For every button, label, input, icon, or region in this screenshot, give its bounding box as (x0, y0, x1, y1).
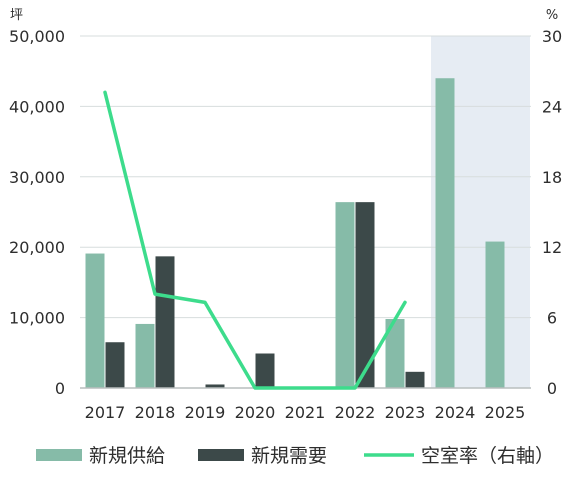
x-tick-label: 2024 (435, 403, 476, 422)
x-tick-label: 2019 (185, 403, 226, 422)
y-left-tick-label: 30,000 (9, 168, 65, 187)
x-tick-label: 2021 (285, 403, 326, 422)
legend-label: 新規需要 (251, 445, 327, 467)
bar-supply (385, 319, 405, 388)
bar-supply (135, 323, 155, 388)
y-right-tick-label: 12 (542, 238, 562, 257)
x-tick-label: 2020 (235, 403, 276, 422)
y-right-tick-label: 0 (547, 379, 557, 398)
bar-demand (405, 371, 425, 388)
legend-label: 空室率（右軸） (421, 445, 554, 467)
bar-demand (205, 384, 225, 388)
y-left-tick-label: 20,000 (9, 238, 65, 257)
x-tick-label: 2023 (385, 403, 426, 422)
y-right-tick-label: 24 (542, 97, 562, 116)
x-tick-label: 2022 (335, 403, 376, 422)
y-left-unit: 坪 (10, 8, 23, 23)
y-right-unit: % (546, 8, 558, 23)
legend-label: 新規供給 (89, 445, 165, 467)
legend-swatch-supply (36, 449, 82, 461)
y-left-tick-label: 40,000 (9, 97, 65, 116)
y-right-tick-label: 6 (547, 309, 557, 328)
y-left-tick-label: 0 (55, 379, 65, 398)
vacancy-rate-line (103, 90, 407, 390)
y-right-tick-label: 30 (542, 27, 562, 46)
bar-demand (105, 342, 125, 388)
x-tick-label: 2017 (85, 403, 126, 422)
bar-supply (485, 241, 505, 388)
bar-demand (355, 202, 375, 388)
y-left-tick-label: 50,000 (9, 27, 65, 46)
bar-supply (435, 78, 455, 389)
legend-swatch-demand (198, 449, 244, 461)
y-left-tick-label: 10,000 (9, 309, 65, 328)
bar-supply (335, 202, 355, 388)
bar-demand (155, 256, 175, 388)
y-right-tick-label: 18 (542, 168, 562, 187)
bar-supply (85, 253, 105, 388)
bar-demand (255, 353, 275, 388)
x-tick-label: 2025 (485, 403, 526, 422)
x-tick-label: 2018 (135, 403, 176, 422)
